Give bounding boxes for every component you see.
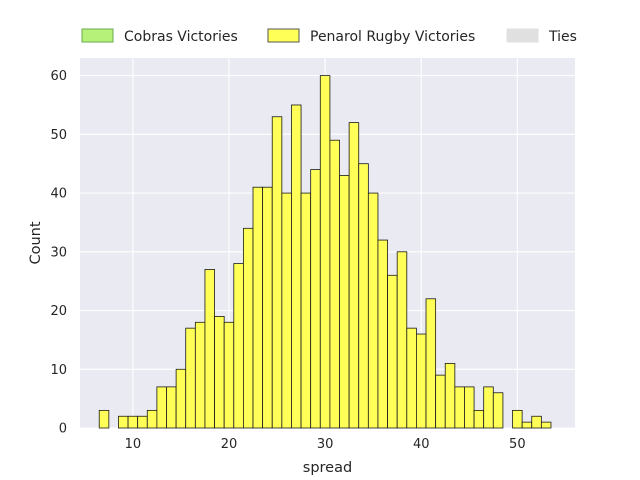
x-tick-label: 30	[317, 437, 334, 452]
x-tick-label: 40	[413, 437, 430, 452]
histogram-bar	[204, 269, 215, 429]
histogram-bar	[416, 333, 427, 429]
histogram-bar	[406, 327, 417, 429]
x-tick-label: 50	[509, 437, 526, 452]
histogram-bar	[262, 186, 273, 429]
histogram-bar	[233, 263, 244, 429]
histogram-bar	[483, 386, 494, 429]
legend-swatch	[267, 28, 300, 43]
legend-label: Cobras Victories	[124, 29, 238, 45]
histogram-bar	[137, 415, 148, 429]
histogram-bar	[166, 386, 177, 429]
histogram-bar	[281, 192, 292, 429]
histogram-bar	[175, 368, 187, 429]
histogram-bar	[396, 251, 408, 429]
histogram-bar	[387, 274, 398, 429]
histogram-bar	[531, 415, 542, 429]
histogram-bar	[185, 327, 196, 429]
histogram-bar	[300, 192, 312, 429]
histogram-bar	[492, 392, 504, 429]
histogram-bar	[512, 409, 523, 429]
y-tick-label: 60	[50, 69, 67, 84]
x-axis-label: spread	[303, 460, 352, 476]
y-tick-label: 10	[50, 363, 67, 378]
y-tick-label: 50	[50, 128, 67, 143]
y-tick-label: 0	[59, 422, 67, 437]
y-axis-label: Count	[28, 221, 44, 264]
histogram-bar	[348, 122, 360, 429]
histogram-bar	[319, 75, 331, 429]
x-tick-label: 20	[221, 437, 238, 452]
legend-swatch	[506, 28, 539, 43]
histogram-bar	[358, 163, 369, 429]
histogram-bar	[367, 192, 379, 429]
x-axis-ticks: 10 20 30 40 50	[125, 437, 526, 452]
histogram-bar	[98, 409, 110, 429]
y-tick-label: 20	[50, 304, 67, 319]
histogram-bar	[521, 421, 533, 429]
histogram-bar	[339, 175, 350, 429]
bars	[98, 75, 552, 429]
histogram-bar	[444, 362, 456, 429]
histogram-bar	[146, 409, 158, 429]
histogram-bar	[271, 116, 283, 429]
legend-label: Ties	[548, 29, 577, 45]
histogram-bar	[214, 316, 225, 429]
histogram-bar	[291, 104, 302, 429]
y-tick-label: 40	[50, 187, 67, 202]
x-tick-label: 10	[125, 437, 142, 452]
histogram-bar	[127, 415, 139, 429]
y-axis-ticks: 0 10 20 30 40 50 60	[50, 69, 67, 436]
legend-label: Penarol Rugby Victories	[310, 29, 475, 45]
legend: Cobras Victories Penarol Rugby Victories T…	[81, 28, 577, 45]
histogram-bar	[435, 374, 446, 429]
y-tick-label: 30	[50, 245, 67, 260]
histogram-bar	[252, 186, 264, 429]
histogram-bar	[118, 415, 129, 429]
histogram-bar	[454, 386, 465, 429]
histogram-bar	[242, 227, 254, 429]
histogram-bar	[377, 239, 388, 429]
histogram-bar	[194, 321, 206, 429]
histogram-bar	[464, 386, 475, 429]
histogram-bar	[425, 298, 437, 429]
histogram-bar	[156, 386, 167, 429]
legend-swatch	[81, 28, 114, 43]
histogram-bar	[473, 409, 485, 429]
histogram-bar	[329, 139, 340, 429]
histogram-bar	[310, 169, 321, 429]
histogram-bar	[540, 421, 552, 429]
histogram-bar	[223, 321, 235, 429]
